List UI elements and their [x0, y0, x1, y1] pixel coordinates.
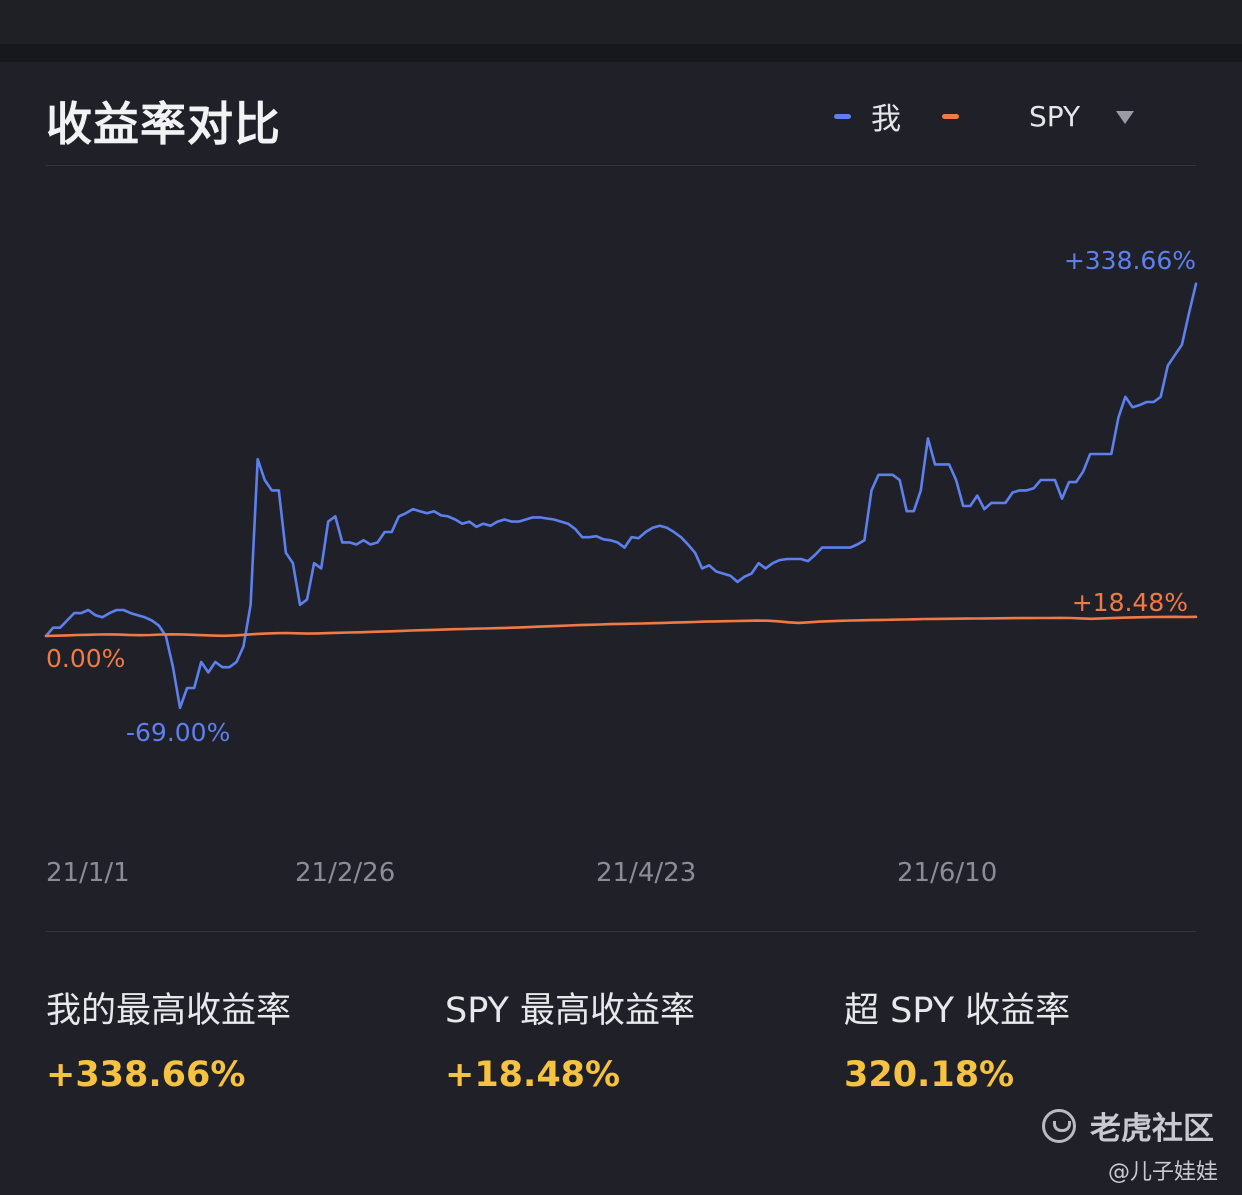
- watermark-brand: 老虎社区: [1090, 1111, 1214, 1147]
- data-label-me-max: +338.66%: [1064, 246, 1196, 275]
- data-label-me-min: -69.00%: [126, 718, 230, 747]
- line-chart: +338.66% -69.00% +18.48% 0.00% 21/1/1 21…: [44, 246, 1198, 888]
- stat-value: 320.18%: [844, 1055, 1015, 1095]
- legend-label-me: 我: [871, 102, 901, 137]
- x-tick-label: 21/1/1: [46, 858, 130, 888]
- tiger-logo-icon: [1042, 1108, 1076, 1143]
- stat-value: +18.48%: [445, 1055, 621, 1095]
- series-line-spy: [44, 615, 1198, 638]
- legend-item-me: 我: [834, 96, 901, 137]
- page-title: 收益率对比: [46, 97, 281, 151]
- stat-label: 超 SPY 收益率: [844, 991, 1071, 1031]
- x-tick-label: 21/6/10: [897, 858, 997, 888]
- watermark: 老虎社区: [1042, 1103, 1214, 1148]
- data-label-spy-start: 0.00%: [46, 644, 125, 673]
- triangle-down-icon: [1116, 110, 1135, 124]
- benchmark-select[interactable]: SPY: [1029, 96, 1135, 136]
- legend-item-spy: [942, 96, 959, 136]
- series-line-me: [44, 282, 1198, 710]
- legend-swatch-spy: [942, 113, 959, 119]
- stat-label: SPY 最高收益率: [445, 991, 696, 1031]
- data-label-spy-max: +18.48%: [1072, 588, 1188, 617]
- top-bar: [0, 0, 1242, 44]
- stat-value: +338.66%: [46, 1055, 246, 1095]
- stat-label: 我的最高收益率: [46, 991, 292, 1031]
- watermark-author: @儿子娃娃: [1108, 1160, 1219, 1185]
- x-tick-label: 21/4/23: [596, 858, 696, 888]
- x-tick-label: 21/2/26: [295, 858, 395, 888]
- stat-spy-max-return: SPY 最高收益率 +18.48%: [445, 982, 695, 1095]
- header-divider: [46, 165, 1196, 166]
- top-separator: [0, 44, 1242, 62]
- stat-my-max-return: 我的最高收益率 +338.66%: [46, 982, 291, 1095]
- legend-swatch-me: [834, 113, 851, 119]
- benchmark-select-label: SPY: [1029, 99, 1081, 133]
- stat-excess-return: 超 SPY 收益率 320.18%: [844, 982, 1070, 1095]
- chart-bottom-divider: [46, 931, 1196, 932]
- chart-card: [0, 62, 1242, 1195]
